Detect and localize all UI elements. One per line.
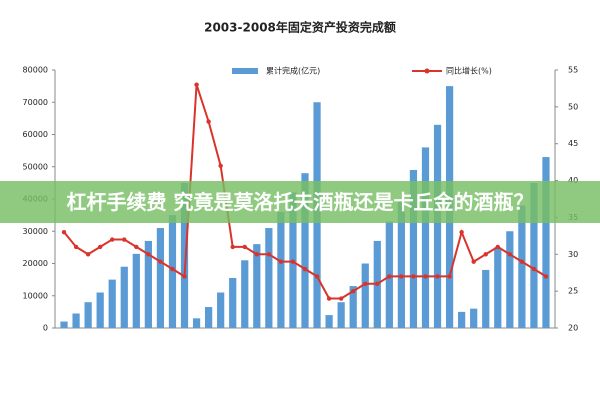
bar [96,292,104,328]
point [170,266,175,272]
point [459,229,464,235]
bar [168,215,177,328]
point [375,281,380,286]
chart-title: 2003-2008年固定资产投资完成额 [204,20,396,35]
point [266,252,272,257]
bar [518,205,526,328]
point [206,119,211,124]
overlay-banner: 杠杆手续费 究竟是莫洛托夫酒瓶还是卡丘金的酒瓶？ [0,181,600,223]
legend-label: 累计完成(亿元) [266,66,320,76]
point [97,244,103,250]
bar [397,199,406,328]
y-tick-label: 0 [43,324,48,333]
point [411,274,416,279]
y-tick-label: 10000 [23,291,48,300]
point [483,252,488,257]
y2-tick-label: 20 [568,324,578,333]
point [519,259,525,264]
point [73,244,79,250]
point [495,244,500,250]
bar [120,266,128,328]
bar [301,173,309,328]
point [254,252,260,257]
y-tick-label: 50000 [23,162,48,171]
legend-swatch [424,68,430,74]
point [85,252,91,257]
point [290,259,296,264]
point [122,237,127,242]
point [507,252,513,257]
y-tick-label: 20000 [23,259,48,268]
y2-tick-label: 50 [568,102,578,111]
y-tick-label: 80000 [23,66,48,75]
bar [409,169,418,328]
bar [421,147,430,328]
bar [60,321,68,328]
point [338,296,344,301]
y-tick-label: 60000 [23,130,48,139]
bar [84,302,92,328]
bar [325,315,333,328]
y2-tick-label: 25 [568,287,578,296]
point [158,259,163,264]
bar [458,311,466,328]
bar [433,124,442,328]
bar [482,269,490,328]
point [314,274,320,279]
bar [361,263,369,328]
point [182,274,187,279]
bar [277,211,285,328]
point [134,244,139,250]
point [471,259,476,264]
point [61,229,67,235]
point [543,274,549,279]
bar [144,240,152,328]
bar [192,318,201,328]
point [447,274,452,279]
point [230,244,235,250]
point [242,244,247,250]
point [194,82,199,87]
y2-tick-label: 45 [568,139,578,148]
point [146,252,151,257]
bar [241,260,249,328]
point [278,259,284,264]
bar [229,278,237,328]
bar [494,247,502,328]
point [363,281,368,286]
bar [542,157,550,328]
y-tick-label: 30000 [23,227,48,236]
point [350,288,356,294]
legend-swatch [232,68,258,74]
point [302,266,308,272]
bar [156,228,165,328]
bar [470,308,478,328]
point [326,296,332,301]
bar [265,228,273,328]
y2-tick-label: 30 [568,250,578,259]
bar [253,244,261,328]
point [387,274,392,279]
bar [108,279,116,328]
point [531,266,537,272]
bar [204,307,213,328]
point [423,274,428,279]
legend-label: 同比增长(%) [446,66,492,76]
point [399,274,404,279]
bar [530,182,538,328]
point [435,274,440,279]
y-tick-label: 70000 [23,98,48,107]
bar [349,286,357,328]
bar [72,313,80,328]
point [218,163,223,169]
y2-tick-label: 40 [568,176,578,185]
bar [217,292,225,328]
bar [132,253,140,328]
bar [180,182,189,328]
bar [337,302,345,328]
y2-tick-label: 55 [568,66,578,75]
bar [506,231,514,328]
point [110,237,115,242]
